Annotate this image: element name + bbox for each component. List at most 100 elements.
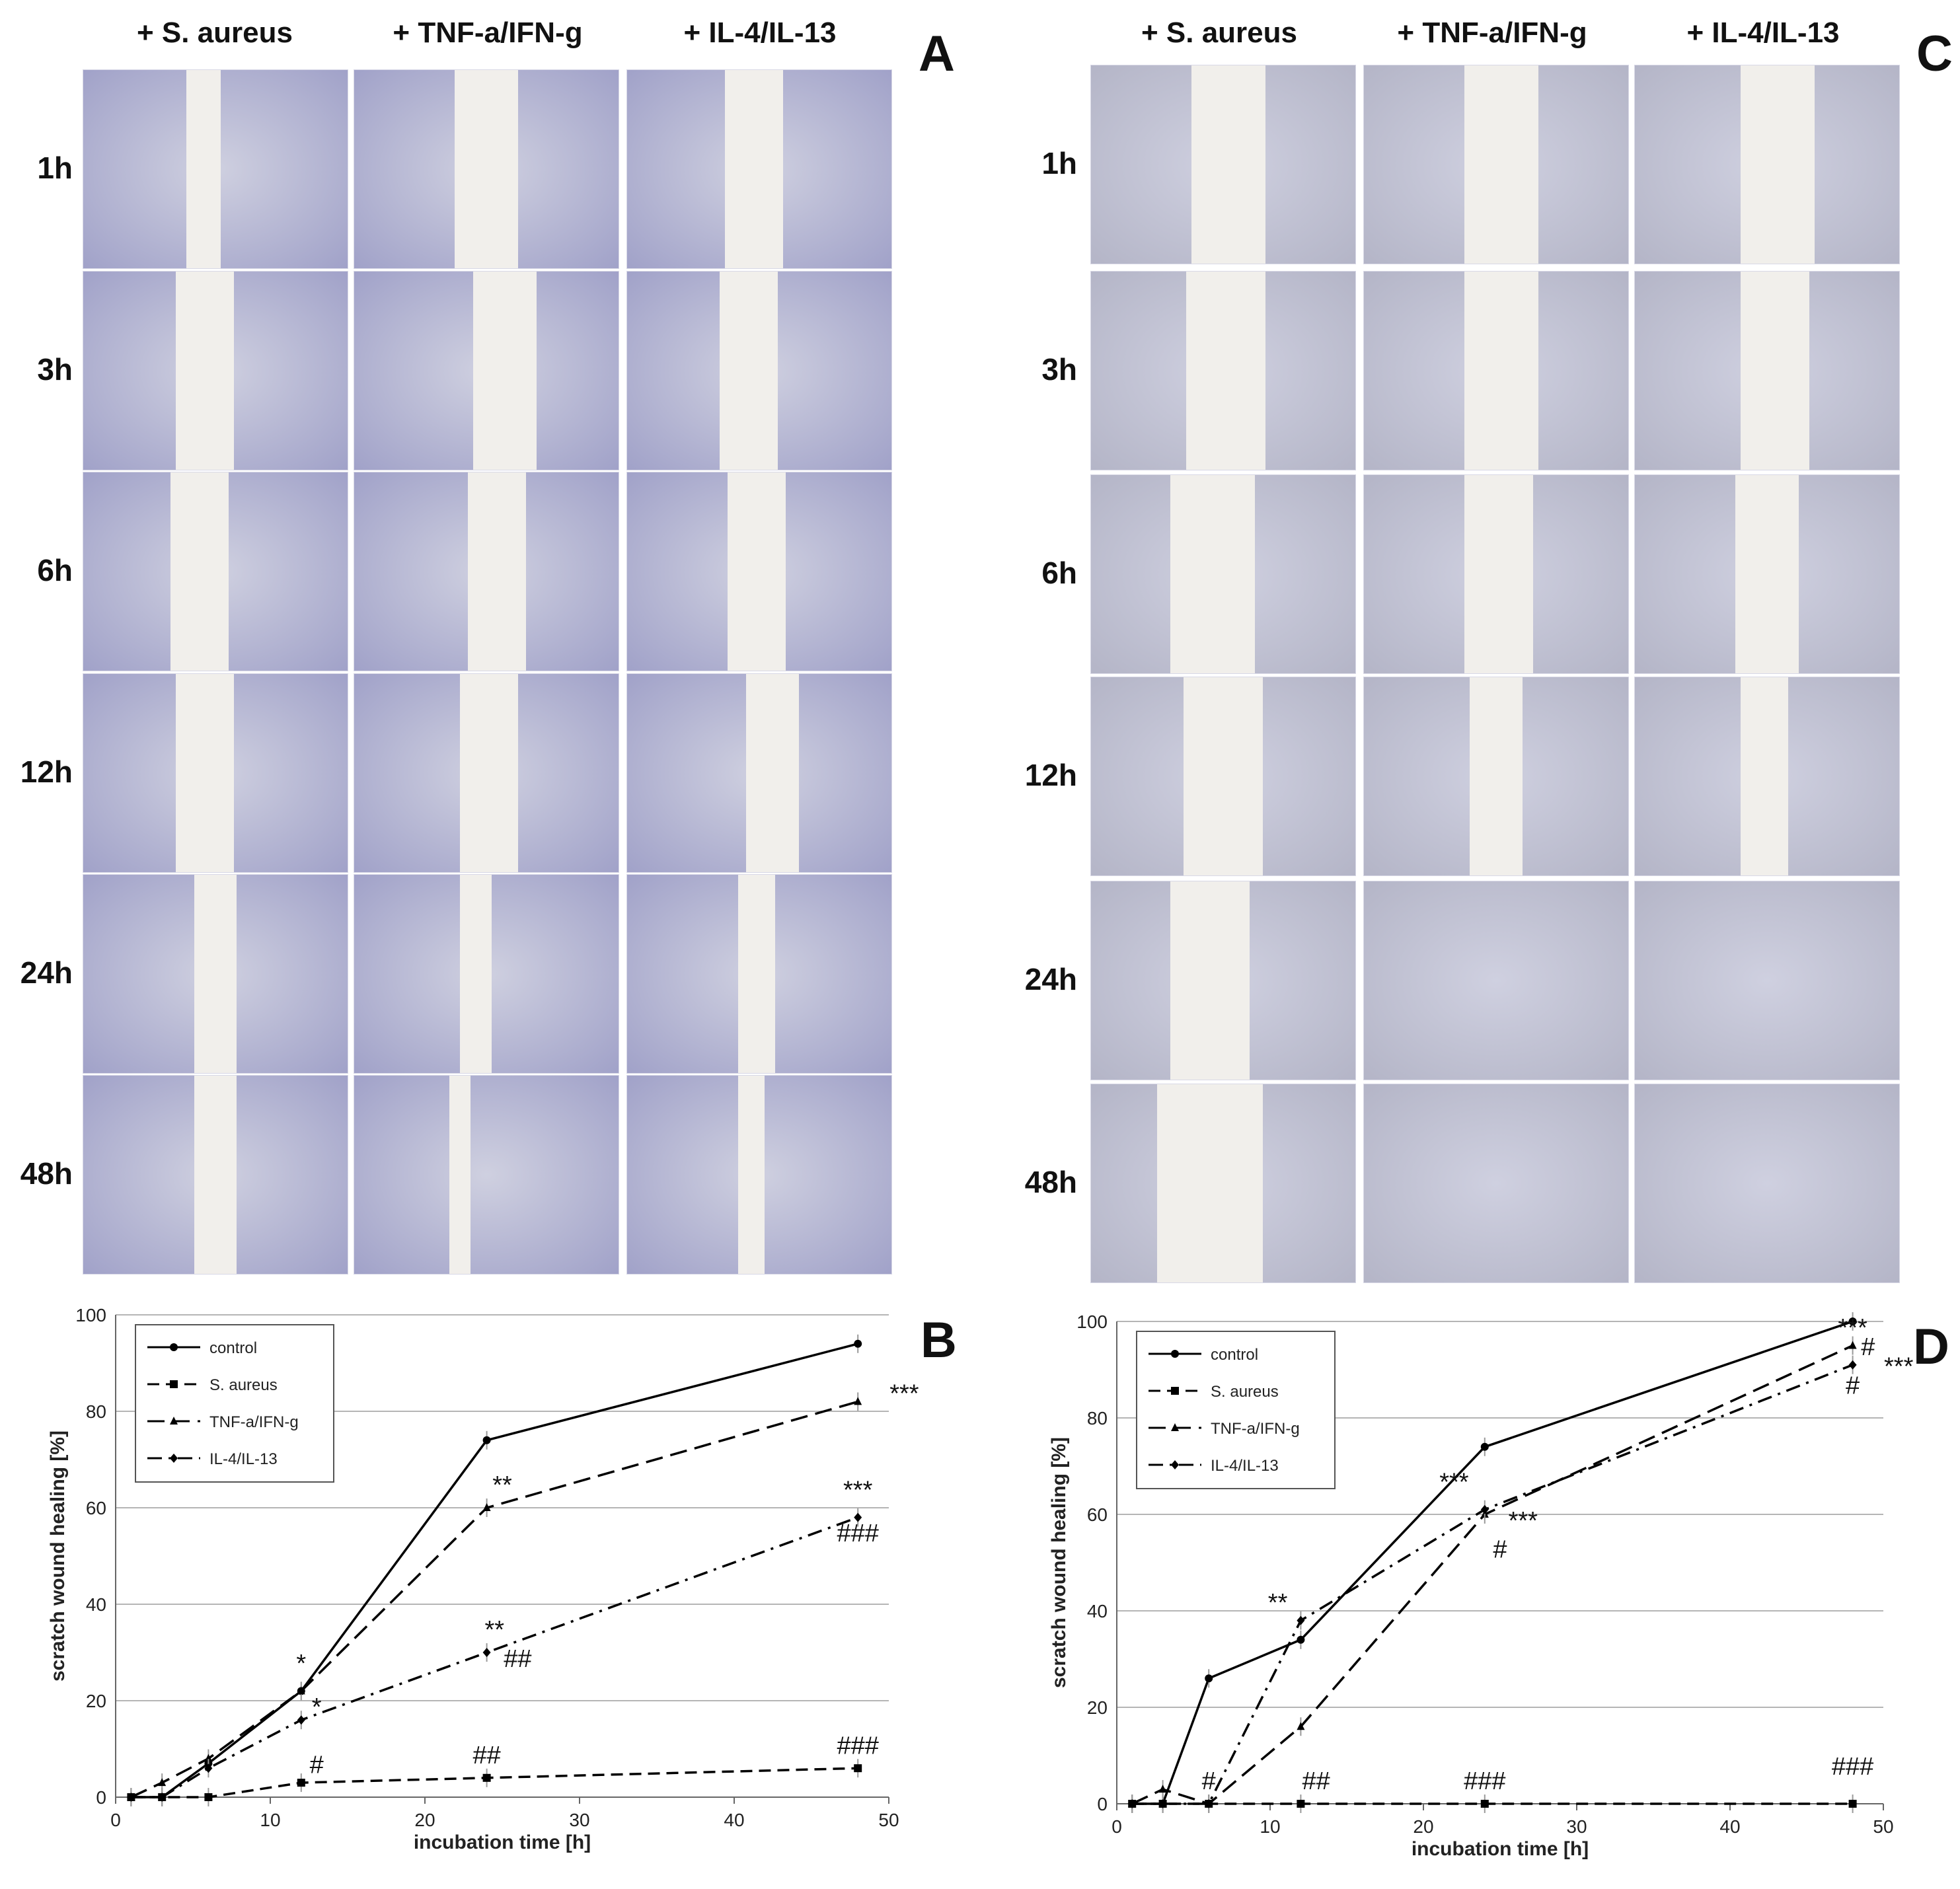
panel-a-row-label-1h: 1h: [37, 151, 73, 185]
panel-a-row-label-48h: 48h: [20, 1156, 73, 1191]
legend-label: control: [209, 1339, 257, 1357]
panel-a-micrograph-48h-col2: [354, 1075, 619, 1275]
legend-box: [1136, 1331, 1336, 1489]
legend-label: TNF-a/IFN-g: [209, 1413, 299, 1431]
x-tick-label: 40: [724, 1810, 744, 1830]
legend-marker: [170, 1454, 178, 1463]
data-point: [1128, 1799, 1137, 1808]
data-point: [1297, 1635, 1305, 1644]
scratch-gap: [1186, 272, 1265, 470]
panel-c-micrograph-3h-col2: [1363, 271, 1629, 470]
data-point: [482, 1773, 491, 1782]
scratch-gap: [1464, 272, 1538, 470]
data-point: [854, 1512, 862, 1522]
y-tick-label: 20: [1087, 1697, 1108, 1718]
panel-a-col-header-2: + TNF-a/IFN-g: [393, 17, 583, 49]
scratch-gap: [725, 70, 783, 268]
y-tick-label: 100: [1076, 1312, 1108, 1332]
panel-a-col-header-1: + S. aureus: [136, 17, 293, 49]
x-tick-label: 30: [1566, 1816, 1587, 1837]
panel-c-col-header-3: + IL-4/IL-13: [1686, 17, 1840, 49]
significance-annotation: ###: [837, 1520, 878, 1547]
data-point: [1480, 1442, 1489, 1451]
scratch-gap: [1191, 65, 1265, 264]
data-point: [204, 1793, 213, 1801]
legend-marker: [170, 1380, 178, 1388]
panel-c-letter: C: [1916, 26, 1953, 82]
panel-a-row-label-6h: 6h: [37, 553, 73, 587]
significance-annotation: #: [1846, 1372, 1860, 1400]
panel-c-row-label-3h: 3h: [1041, 352, 1077, 387]
panel-c-col-header-1: + S. aureus: [1141, 17, 1298, 49]
panel-a-micrograph-3h-col3: [626, 271, 892, 470]
y-tick-label: 40: [1087, 1601, 1108, 1621]
chart-b-svg: 0 20 40 60 80 100 0 10 20 30 40 50 incubation time […: [47, 1305, 919, 1853]
scratch-gap: [186, 70, 221, 268]
panel-c-micrograph-12h-col1: [1090, 677, 1356, 876]
panel-a-micrograph-3h-col1: [83, 271, 348, 470]
scratch-gap: [468, 472, 526, 671]
significance-annotation: **: [492, 1471, 512, 1499]
legend-label: S. aureus: [209, 1376, 278, 1394]
data-point: [1205, 1674, 1213, 1683]
y-tick-label: 60: [1087, 1504, 1108, 1525]
data-point: [482, 1503, 491, 1511]
significance-annotation: ***: [1884, 1352, 1914, 1380]
data-point: [1158, 1799, 1167, 1808]
data-point: [1848, 1341, 1857, 1349]
panel-c-micrograph-12h-col2: [1363, 677, 1629, 876]
data-point: [1297, 1615, 1305, 1625]
data-point: [1848, 1360, 1857, 1370]
x-tick-label: 50: [878, 1810, 899, 1830]
data-point: [1848, 1317, 1857, 1325]
scratch-gap: [1170, 881, 1250, 1080]
scratch-gap: [170, 472, 229, 671]
y-tick-label: 60: [86, 1498, 106, 1518]
x-tick-label: 20: [1413, 1816, 1433, 1837]
panel-c-micrograph-3h-col3: [1634, 271, 1900, 470]
scratch-gap: [1741, 677, 1788, 875]
data-point: [1480, 1800, 1489, 1808]
significance-annotation: ***: [1838, 1314, 1867, 1342]
panel-d-letter: D: [1913, 1319, 1949, 1375]
legend-marker: [1171, 1460, 1179, 1469]
data-point: [158, 1793, 167, 1802]
panel-c-micrograph-48h-col1: [1090, 1084, 1356, 1283]
data-point: [854, 1397, 862, 1405]
x-tick-label: 50: [1873, 1816, 1893, 1837]
panel-a-micrograph-24h-col3: [626, 874, 892, 1074]
legend-marker: [170, 1417, 178, 1425]
panel-c-row-label-1h: 1h: [1041, 146, 1077, 180]
panel-a-micrograph-3h-col2: [354, 271, 619, 470]
data-point: [297, 1686, 305, 1695]
data-point: [204, 1754, 213, 1762]
panel-a-letter: A: [919, 26, 955, 82]
legend-label: control: [1211, 1346, 1258, 1364]
scratch-gap: [460, 674, 518, 872]
scratch-gap: [1464, 475, 1533, 673]
y-axis-label: scratch wound healing [%]: [1048, 1437, 1070, 1688]
scratch-gap: [194, 1076, 237, 1274]
scratch-gap: [738, 1076, 765, 1274]
legend-label: IL-4/IL-13: [209, 1450, 278, 1468]
y-tick-label: 40: [86, 1594, 106, 1615]
y-tick-label: 0: [1097, 1794, 1108, 1814]
scratch-gap: [1170, 475, 1255, 673]
series-line-3: [1131, 1344, 1854, 1805]
panel-a-micrograph-12h-col1: [83, 673, 348, 873]
significance-annotation: ***: [889, 1380, 919, 1407]
scratch-gap: [728, 472, 786, 671]
significance-annotation: #: [1493, 1536, 1507, 1564]
panel-c-row-label-6h: 6h: [1041, 556, 1077, 590]
data-point: [482, 1648, 491, 1657]
panel-a-row-label-24h: 24h: [20, 955, 73, 990]
x-tick-label: 10: [1260, 1816, 1280, 1837]
panel-c-row-label-48h: 48h: [1024, 1165, 1077, 1199]
significance-annotation: ###: [837, 1732, 878, 1759]
legend-marker: [1171, 1387, 1179, 1395]
panel-a-micrograph-1h-col3: [626, 69, 892, 269]
panel-c-micrograph-1h-col2: [1363, 65, 1629, 264]
data-point: [1848, 1800, 1857, 1808]
data-point: [1158, 1785, 1167, 1793]
scratch-gap: [1184, 677, 1263, 875]
